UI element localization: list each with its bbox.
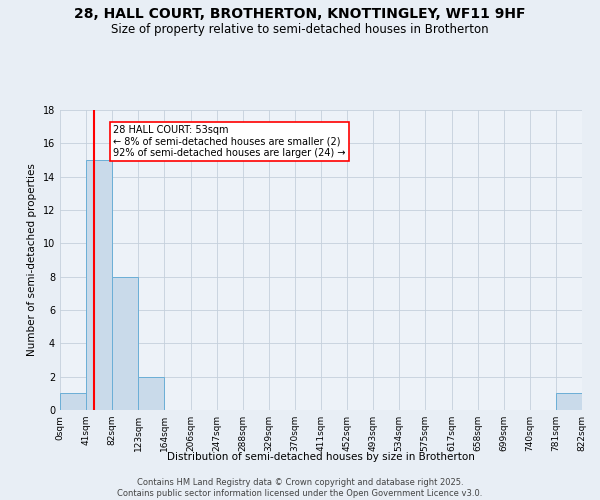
Bar <box>556 394 582 410</box>
Text: 28 HALL COURT: 53sqm
← 8% of semi-detached houses are smaller (2)
92% of semi-de: 28 HALL COURT: 53sqm ← 8% of semi-detach… <box>113 125 346 158</box>
Text: Contains HM Land Registry data © Crown copyright and database right 2025.
Contai: Contains HM Land Registry data © Crown c… <box>118 478 482 498</box>
Text: Size of property relative to semi-detached houses in Brotherton: Size of property relative to semi-detach… <box>111 22 489 36</box>
Y-axis label: Number of semi-detached properties: Number of semi-detached properties <box>27 164 37 356</box>
Bar <box>112 276 138 410</box>
Bar <box>138 376 164 410</box>
Bar <box>60 394 86 410</box>
Text: 28, HALL COURT, BROTHERTON, KNOTTINGLEY, WF11 9HF: 28, HALL COURT, BROTHERTON, KNOTTINGLEY,… <box>74 8 526 22</box>
Text: Distribution of semi-detached houses by size in Brotherton: Distribution of semi-detached houses by … <box>167 452 475 462</box>
Bar <box>86 160 112 410</box>
